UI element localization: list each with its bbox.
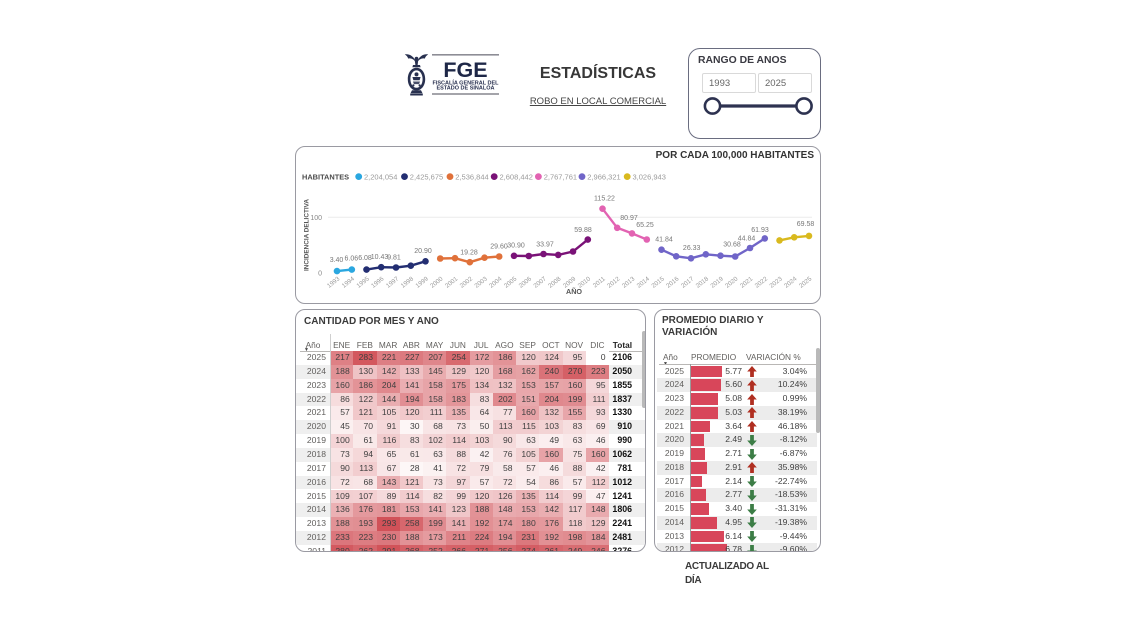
svg-text:1993: 1993 (326, 275, 342, 289)
svg-text:2012: 2012 (606, 275, 622, 289)
svg-text:2003: 2003 (473, 275, 489, 289)
svg-text:2014: 2014 (636, 275, 652, 289)
svg-text:FISCALÍA GENERAL DEL: FISCALÍA GENERAL DEL (432, 78, 499, 86)
svg-text:20.90: 20.90 (414, 248, 432, 255)
svg-text:INCIDENCIA DELICTIVA: INCIDENCIA DELICTIVA (304, 199, 311, 271)
svg-text:6.08: 6.08 (358, 255, 372, 262)
svg-text:2021: 2021 (739, 275, 755, 289)
svg-text:80.97: 80.97 (620, 215, 638, 222)
svg-text:2,966,321: 2,966,321 (587, 172, 620, 181)
svg-text:59.88: 59.88 (574, 227, 592, 234)
svg-text:POR CADA 100,000 HABITANTES: POR CADA 100,000 HABITANTES (656, 150, 815, 161)
svg-text:2,608,442: 2,608,442 (500, 172, 533, 181)
svg-text:1997: 1997 (385, 275, 401, 289)
svg-text:2025: 2025 (798, 275, 814, 289)
svg-text:ESTADO DE SINALOA: ESTADO DE SINALOA (437, 86, 495, 92)
svg-text:2013: 2013 (621, 275, 637, 289)
svg-text:69.58: 69.58 (797, 221, 815, 228)
svg-text:2,767,761: 2,767,761 (544, 172, 577, 181)
svg-text:2000: 2000 (429, 275, 445, 289)
svg-text:6.06: 6.06 (344, 256, 358, 263)
svg-text:2017: 2017 (680, 275, 696, 289)
svg-text:44.84: 44.84 (738, 235, 756, 242)
svg-text:2005: 2005 (503, 275, 519, 289)
svg-text:33.97: 33.97 (536, 241, 554, 248)
svg-text:HABITANTES: HABITANTES (302, 172, 349, 181)
svg-text:2015: 2015 (650, 275, 666, 289)
svg-text:2004: 2004 (488, 275, 504, 289)
svg-text:41.84: 41.84 (655, 237, 673, 244)
svg-text:2020: 2020 (724, 275, 740, 289)
svg-text:1995: 1995 (355, 275, 371, 289)
svg-text:2019: 2019 (709, 275, 725, 289)
svg-text:2022: 2022 (754, 275, 770, 289)
svg-text:61.93: 61.93 (751, 227, 769, 234)
svg-text:AÑO: AÑO (566, 287, 582, 296)
svg-text:26.33: 26.33 (683, 245, 701, 252)
svg-text:10.43: 10.43 (371, 254, 389, 261)
svg-text:2007: 2007 (532, 275, 548, 289)
svg-text:2023: 2023 (768, 275, 784, 289)
svg-text:2011: 2011 (592, 275, 607, 289)
svg-text:2008: 2008 (547, 275, 563, 289)
svg-text:FGE: FGE (443, 58, 487, 82)
svg-text:1994: 1994 (341, 275, 357, 289)
svg-text:19.28: 19.28 (460, 250, 478, 257)
svg-text:2001: 2001 (444, 275, 460, 289)
svg-text:3.40: 3.40 (330, 257, 344, 264)
svg-text:2024: 2024 (783, 275, 799, 289)
svg-text:115.22: 115.22 (594, 196, 615, 203)
svg-text:30.68: 30.68 (723, 241, 741, 248)
svg-text:2,204,054: 2,204,054 (364, 172, 397, 181)
svg-text:2006: 2006 (518, 275, 534, 289)
svg-text:2002: 2002 (459, 275, 475, 289)
svg-text:1999: 1999 (414, 275, 430, 289)
svg-text:29.60: 29.60 (490, 244, 508, 251)
svg-text:9.81: 9.81 (387, 255, 401, 262)
svg-text:2018: 2018 (695, 275, 711, 289)
svg-text:65.25: 65.25 (636, 222, 654, 229)
svg-text:100: 100 (310, 215, 322, 222)
svg-text:1996: 1996 (370, 275, 386, 289)
svg-text:3,026,943: 3,026,943 (633, 172, 666, 181)
svg-text:2,425,675: 2,425,675 (410, 172, 443, 181)
svg-text:0: 0 (318, 271, 322, 278)
svg-text:1998: 1998 (400, 275, 416, 289)
svg-text:2016: 2016 (665, 275, 681, 289)
svg-text:2,536,844: 2,536,844 (455, 172, 488, 181)
svg-text:30.90: 30.90 (507, 243, 525, 250)
